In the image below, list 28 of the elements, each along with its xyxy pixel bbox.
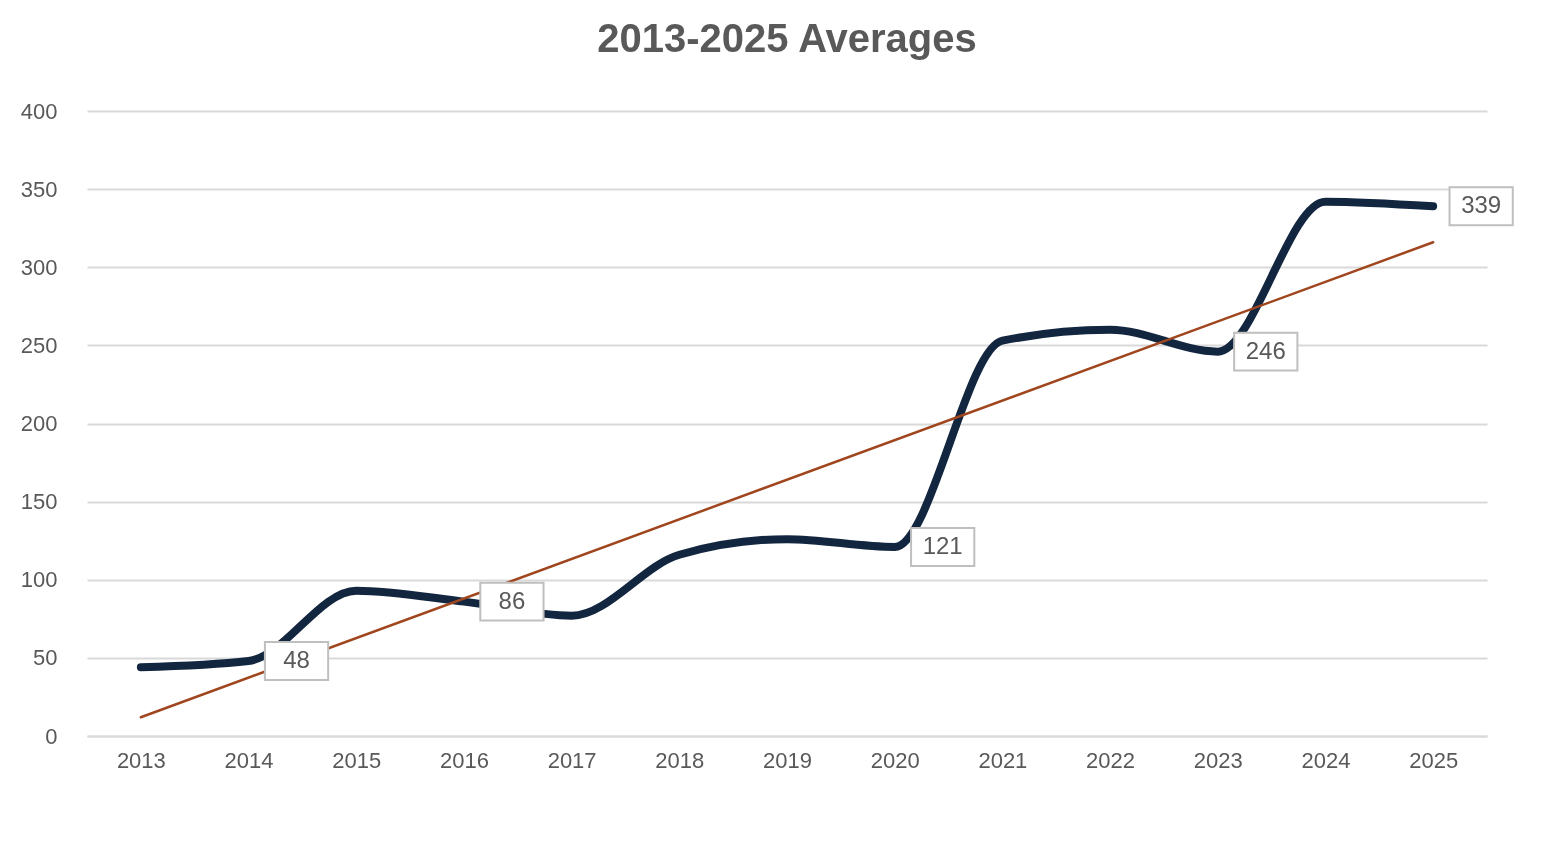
x-tick-label: 2021: [978, 747, 1028, 773]
data-label: 339: [1461, 191, 1502, 219]
x-tick-label: 2025: [1409, 747, 1459, 773]
data-label: 246: [1245, 336, 1286, 364]
y-tick-label: 100: [20, 567, 58, 593]
y-tick-label: 400: [20, 98, 58, 124]
y-tick-label: 50: [33, 645, 58, 671]
x-tick-label: 2019: [763, 747, 812, 773]
x-tick-label: 2020: [870, 747, 920, 773]
x-tick-label: 2023: [1193, 747, 1243, 773]
x-tick-label: 2015: [332, 747, 382, 773]
x-tick-label: 2013: [116, 747, 166, 773]
y-tick-label: 250: [20, 332, 58, 358]
y-tick-label: 300: [20, 254, 58, 280]
chart-title: 2013-2025 Averages: [597, 16, 977, 60]
y-tick-label: 200: [20, 411, 58, 436]
x-tick-label: 2014: [224, 747, 274, 773]
y-tick-label: 350: [20, 176, 58, 202]
x-tick-label: 2024: [1301, 747, 1351, 773]
y-tick-label: 0: [45, 723, 58, 749]
x-tick-label: 2022: [1086, 747, 1136, 773]
data-label: 48: [283, 646, 310, 673]
x-tick-label: 2017: [547, 747, 597, 773]
x-tick-label: 2016: [439, 747, 489, 773]
x-tick-label: 2018: [655, 747, 705, 773]
y-tick-label: 150: [20, 489, 58, 515]
data-label: 86: [498, 586, 526, 614]
data-label: 121: [922, 531, 963, 559]
